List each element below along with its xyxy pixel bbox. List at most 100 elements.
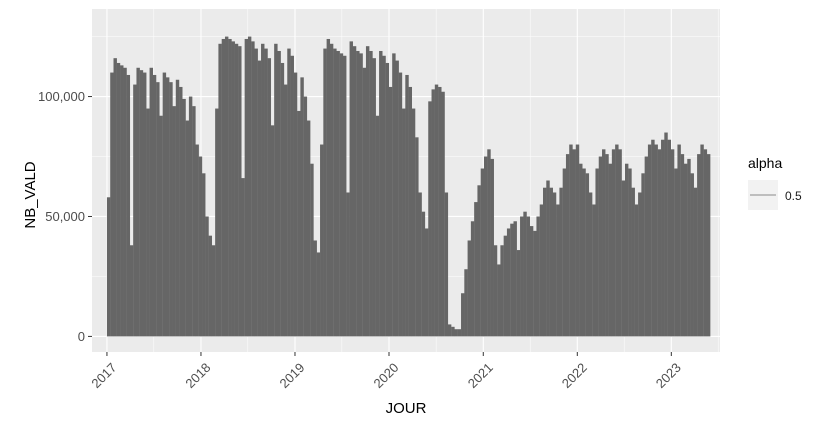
bar: [356, 50, 360, 337]
bar: [156, 82, 160, 337]
bar: [441, 91, 445, 337]
bar: [352, 46, 357, 337]
bar: [395, 60, 399, 337]
bar: [208, 235, 213, 337]
bar: [329, 43, 334, 337]
bar: [490, 158, 494, 337]
bar: [595, 168, 599, 337]
bar: [438, 86, 442, 337]
bar: [375, 115, 380, 337]
bar: [202, 173, 206, 337]
bar: [641, 173, 645, 337]
bar: [359, 53, 363, 337]
bar: [638, 192, 642, 337]
bar: [244, 38, 249, 337]
bar: [231, 41, 235, 337]
bar: [362, 67, 367, 337]
bar: [165, 77, 170, 337]
bar: [224, 36, 229, 337]
bar: [513, 221, 517, 337]
bar: [549, 187, 553, 337]
bar: [290, 55, 294, 337]
bar: [572, 149, 576, 337]
bar: [454, 329, 458, 337]
bar: [700, 144, 704, 337]
bar: [480, 168, 485, 337]
bar: [444, 192, 449, 337]
bar: [565, 154, 570, 337]
bar: [123, 67, 127, 337]
bar: [585, 173, 590, 337]
bar: [283, 84, 288, 337]
bar: [493, 245, 498, 337]
bar: [483, 156, 488, 337]
bar: [251, 41, 255, 337]
bar: [559, 187, 563, 337]
bar: [221, 38, 226, 337]
bar: [546, 180, 550, 337]
bar: [631, 187, 635, 337]
bar: [451, 326, 455, 337]
bar: [349, 41, 353, 337]
bar: [211, 245, 216, 337]
bar: [592, 204, 596, 337]
bar: [313, 240, 317, 337]
bar: [162, 72, 167, 337]
bar: [628, 168, 632, 337]
bar: [152, 74, 157, 337]
bar: [516, 250, 521, 337]
bar: [195, 144, 199, 337]
bar: [415, 137, 419, 337]
bar: [257, 60, 262, 337]
bar: [126, 74, 131, 337]
bar: [379, 50, 383, 337]
bar: [539, 204, 544, 337]
legend-title: alpha: [748, 155, 782, 171]
bar: [402, 108, 406, 337]
bar: [634, 204, 639, 337]
bar: [385, 62, 390, 337]
bar: [297, 110, 301, 337]
bar: [234, 43, 239, 337]
bar: [677, 144, 681, 337]
bar: [588, 192, 593, 337]
bar: [146, 108, 150, 337]
bar: [270, 125, 275, 337]
bar: [333, 48, 337, 337]
bar: [179, 86, 183, 337]
bar: [139, 70, 144, 337]
y-axis-title: NB_VALD: [22, 161, 39, 228]
bar: [303, 96, 308, 337]
bar: [300, 77, 304, 337]
bar: [477, 185, 481, 337]
bar: [690, 173, 694, 337]
bar: [474, 202, 478, 337]
bar: [536, 216, 540, 337]
bar: [192, 106, 196, 337]
bar: [575, 144, 580, 337]
bar: [506, 228, 511, 337]
bar: [556, 204, 560, 337]
bar: [215, 108, 219, 337]
bar: [343, 55, 347, 337]
bar: [293, 72, 298, 337]
bar: [615, 144, 619, 337]
bar: [464, 269, 468, 337]
bar: [405, 74, 409, 337]
bar: [326, 38, 331, 337]
bar: [543, 187, 547, 337]
bar: [497, 264, 501, 337]
bar: [461, 293, 465, 337]
bar: [598, 156, 603, 337]
bar: [647, 144, 652, 337]
bar: [110, 72, 114, 337]
x-axis-title: JOUR: [386, 400, 427, 417]
bar: [618, 149, 622, 337]
y-tick-label: 100,000: [38, 89, 85, 104]
bar: [198, 156, 203, 337]
bar: [693, 187, 698, 337]
bar: [569, 144, 573, 337]
bar: [336, 50, 340, 337]
bar: [500, 245, 504, 337]
